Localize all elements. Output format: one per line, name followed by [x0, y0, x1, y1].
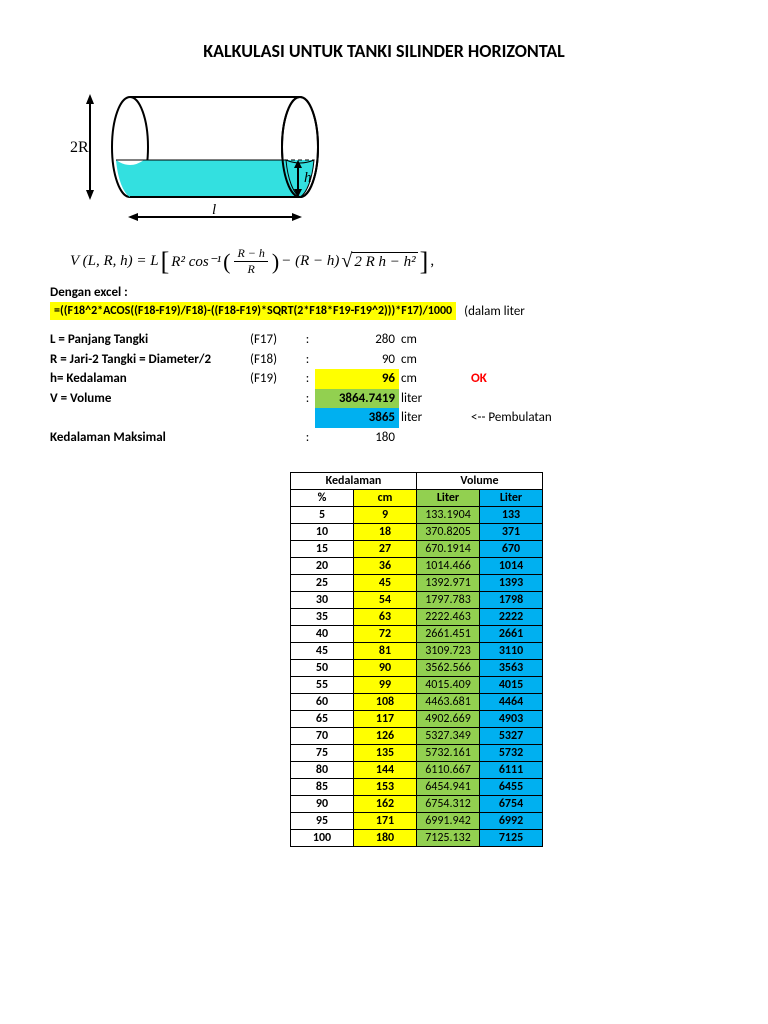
volume-formula: V (L, R, h) = L [ R² cos⁻¹ ( R − h R ) −… [70, 246, 718, 277]
table-row: 25451392.9711393 [291, 575, 543, 592]
param-h-val: 96 [315, 369, 399, 389]
excel-note: (dalam liter [464, 304, 525, 319]
label-2R: 2R [70, 139, 89, 156]
th-volume: Volume [417, 473, 543, 490]
th-l1: Liter [417, 490, 480, 507]
table-row: 1018370.8205371 [291, 524, 543, 541]
table-row: 651174902.6694903 [291, 711, 543, 728]
table-row: 751355732.1615732 [291, 745, 543, 762]
rounding-note: <-- Pembulatan [441, 408, 552, 428]
table-row: 20361014.4661014 [291, 558, 543, 575]
status-ok: OK [441, 369, 487, 389]
th-pct: % [291, 490, 354, 507]
label-h: h [304, 170, 312, 186]
param-V-label: V = Volume [50, 389, 250, 409]
th-cm: cm [354, 490, 417, 507]
table-row: 59133.1904133 [291, 507, 543, 524]
table-row: 1001807125.1327125 [291, 830, 543, 847]
parameter-block: L = Panjang Tangki (F17) : 280 cm R = Ja… [50, 330, 718, 447]
table-row: 35632222.4632222 [291, 609, 543, 626]
excel-formula-row: =((F18^2*ACOS((F18-F19)/F18)-((F18-F19)*… [50, 302, 718, 320]
excel-formula: =((F18^2*ACOS((F18-F19)/F18)-((F18-F19)*… [50, 302, 456, 320]
depth-volume-table: Kedalaman Volume % cm Liter Liter 59133.… [290, 472, 543, 847]
cylinder-diagram: 2R h l [70, 82, 718, 236]
param-R-label: R = Jari-2 Tangki = Diameter/2 [50, 350, 250, 370]
param-Kmax-label: Kedalaman Maksimal [50, 428, 250, 448]
excel-label: Dengan excel : [50, 285, 718, 300]
param-L-label: L = Panjang Tangki [50, 330, 250, 350]
label-l: l [212, 202, 216, 218]
table-row: 851536454.9416455 [291, 779, 543, 796]
th-l2: Liter [480, 490, 543, 507]
table-row: 951716991.9426992 [291, 813, 543, 830]
param-Vr-val: 3865 [315, 408, 399, 428]
param-V-val: 3864.7419 [315, 389, 399, 409]
param-h-label: h= Kedalaman [50, 369, 250, 389]
table-row: 701265327.3495327 [291, 728, 543, 745]
table-row: 50903562.5663563 [291, 660, 543, 677]
table-row: 55994015.4094015 [291, 677, 543, 694]
table-row: 30541797.7831798 [291, 592, 543, 609]
table-row: 1527670.1914670 [291, 541, 543, 558]
table-row: 801446110.6676111 [291, 762, 543, 779]
th-depth: Kedalaman [291, 473, 417, 490]
table-row: 601084463.6814464 [291, 694, 543, 711]
table-row: 40722661.4512661 [291, 626, 543, 643]
table-row: 45813109.7233110 [291, 643, 543, 660]
page-title: KALKULASI UNTUK TANKI SILINDER HORIZONTA… [50, 40, 718, 62]
table-row: 901626754.3126754 [291, 796, 543, 813]
